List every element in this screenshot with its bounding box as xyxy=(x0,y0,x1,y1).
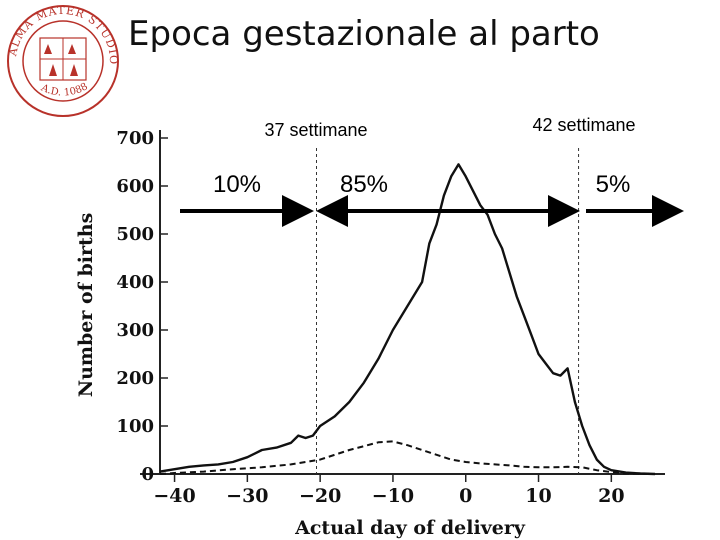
x-tick-label: −20 xyxy=(299,485,341,507)
y-tick-label: 500 xyxy=(116,224,154,245)
annotation-pct-before: 10% xyxy=(213,171,261,198)
x-axis-label: Actual day of delivery xyxy=(294,517,526,539)
x-tick-label: 20 xyxy=(598,485,624,507)
series-line-dashed xyxy=(159,440,656,475)
x-tick-label: 0 xyxy=(459,485,472,507)
slide-title: Epoca gestazionale al parto xyxy=(128,14,600,54)
y-tick-label: 400 xyxy=(116,272,154,293)
y-ticks: 0 100 200 300 400 500 600 700 xyxy=(116,128,168,485)
x-tick-label: −40 xyxy=(153,485,195,507)
series-line-solid xyxy=(159,163,656,476)
university-seal-logo: ALMA MATER STUDIORUM A.D. 1088 xyxy=(4,2,119,117)
y-tick-label: 100 xyxy=(116,416,154,437)
annotation-pct-after: 5% xyxy=(596,171,631,198)
annotation-37-weeks: 37 settimane xyxy=(264,120,367,140)
x-tick-label: −30 xyxy=(226,485,268,507)
y-axis-label: Number of births xyxy=(75,213,97,398)
annotation-42-weeks: 42 settimane xyxy=(532,115,635,135)
y-tick-label: 700 xyxy=(116,128,154,149)
y-tick-label: 300 xyxy=(116,320,154,341)
axes xyxy=(140,130,665,475)
y-tick-label: 600 xyxy=(116,176,154,197)
y-tick-label: 0 xyxy=(141,464,154,485)
annotation-pct-middle: 85% xyxy=(340,171,388,198)
x-ticks: −40 −30 −20 −10 0 10 20 xyxy=(153,474,625,507)
x-tick-label: −10 xyxy=(372,485,414,507)
y-tick-label: 200 xyxy=(116,368,154,389)
series-group xyxy=(159,163,656,476)
x-tick-label: 10 xyxy=(525,485,551,507)
